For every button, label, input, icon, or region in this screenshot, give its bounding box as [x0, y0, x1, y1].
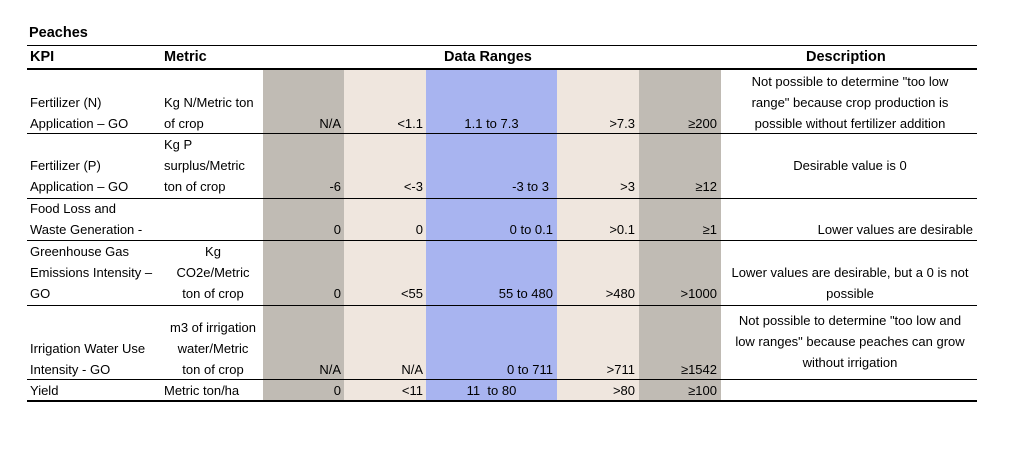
range-value: N/A [401, 362, 423, 377]
kpi-cell: Fertilizer (P) Application – GO [30, 158, 129, 194]
range-value: N/A [319, 116, 341, 131]
range-value: 0 [333, 383, 341, 398]
header-data-ranges: Data Ranges [444, 49, 532, 65]
description-cell: Desirable value is 0 [793, 158, 907, 173]
description-cell: Lower values are desirable [817, 222, 973, 237]
range-value: -3 to 3 [512, 179, 549, 194]
range-value: ≥1542 [680, 362, 717, 377]
range-value: 55 to 480 [498, 286, 553, 301]
range-value: >80 [612, 383, 635, 398]
range-value: <11 [401, 383, 423, 398]
range-value: >3 [620, 179, 635, 194]
kpi-cell: Yield [30, 383, 59, 398]
range-value: >7.3 [609, 116, 635, 131]
header-kpi: KPI [30, 49, 55, 65]
rule-header [27, 68, 977, 70]
range-value: >480 [605, 286, 635, 301]
range-value: 11 to 80 [466, 383, 517, 398]
range-band-4 [557, 69, 639, 401]
range-value: 0 [333, 222, 341, 237]
range-band-5 [639, 69, 721, 401]
range-value: -6 [329, 179, 341, 194]
range-value: 1.1 to 7.3 [464, 116, 519, 131]
metric-cell: Kg CO2e/Metric ton of crop [176, 244, 250, 301]
range-value: <55 [400, 286, 423, 301]
row-divider [27, 379, 977, 380]
range-value: ≥1 [702, 222, 717, 237]
range-value: >0.1 [609, 222, 635, 237]
description-cell: Not possible to determine "too low range"… [751, 74, 949, 131]
rule-bottom [27, 400, 977, 402]
kpi-cell: Greenhouse Gas Emissions Intensity – GO [30, 244, 153, 301]
metric-cell: m3 of irrigation water/Metric ton of crop [170, 320, 256, 377]
kpi-cell: Fertilizer (N) Application – GO [30, 95, 129, 131]
range-value: ≥12 [695, 179, 717, 194]
range-value: ≥200 [688, 116, 717, 131]
description-cell: Lower values are desirable, but a 0 is n… [731, 265, 969, 301]
range-value: ≥100 [688, 383, 717, 398]
kpi-cell: Food Loss and Waste Generation - [30, 201, 143, 237]
range-value: 0 to 711 [506, 362, 553, 377]
row-divider [27, 305, 977, 306]
range-band-1 [263, 69, 344, 401]
header-metric: Metric [164, 49, 207, 65]
row-divider [27, 198, 977, 199]
description-cell: Not possible to determine "too low and lo… [735, 313, 965, 370]
rule-top [27, 45, 977, 46]
range-value: >711 [606, 362, 635, 377]
range-value: N/A [319, 362, 341, 377]
range-band-3 [426, 69, 557, 401]
row-divider [27, 133, 977, 134]
range-value: >1000 [680, 286, 717, 301]
range-value: 0 [415, 222, 423, 237]
table-title: Peaches [29, 25, 88, 41]
range-value: 0 to 0.1 [509, 222, 553, 237]
range-value: <-3 [403, 179, 423, 194]
range-value: <1.1 [397, 116, 423, 131]
range-value: 0 [333, 286, 341, 301]
range-band-2 [344, 69, 426, 401]
metric-cell: Kg N/Metric ton of crop [164, 95, 254, 131]
kpi-cell: Irrigation Water Use Intensity - GO [30, 341, 146, 377]
header-description: Description [806, 49, 886, 65]
metric-cell: Metric ton/ha [164, 383, 240, 398]
row-divider [27, 240, 977, 241]
